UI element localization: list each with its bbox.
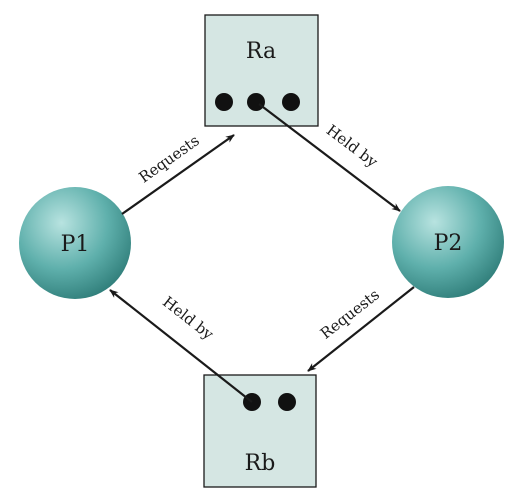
process-p2-label: P2: [434, 231, 463, 256]
edge-p1-requests-ra: Requests: [121, 131, 235, 215]
resource-ra: Ra: [204, 14, 319, 127]
resource-rb-box: [203, 374, 317, 488]
resource-ra-label: Ra: [246, 39, 276, 64]
edge-p2-requests-rb: Requests: [307, 286, 415, 372]
resource-ra-instance-dot: [282, 93, 300, 111]
resource-rb: Rb: [203, 374, 317, 488]
resource-ra-instance-dot: [247, 93, 265, 111]
edge-rb-p1-arrow: [109, 289, 253, 403]
edge-rb-held-by-p1: Held by: [109, 289, 253, 403]
edge-ra-p2-arrow: [258, 103, 401, 212]
resource-ra-instance-dot: [215, 93, 233, 111]
edge-ra-held-by-p2: Held by: [258, 103, 401, 212]
process-p1-label: P1: [61, 232, 90, 257]
edge-p2-rb-arrow: [307, 286, 415, 372]
resource-rb-label: Rb: [245, 451, 276, 476]
process-p2: P2: [392, 186, 504, 298]
resource-rb-instance-dot: [278, 393, 296, 411]
process-p1-circle: [19, 187, 131, 299]
process-p2-circle: [392, 186, 504, 298]
edge-ra-p2-label: Held by: [323, 121, 382, 171]
edge-p1-ra-label: Requests: [135, 131, 202, 186]
process-p1: P1: [19, 187, 131, 299]
edge-p1-ra-arrow: [121, 134, 235, 215]
edge-p2-rb-label: Requests: [317, 286, 383, 343]
